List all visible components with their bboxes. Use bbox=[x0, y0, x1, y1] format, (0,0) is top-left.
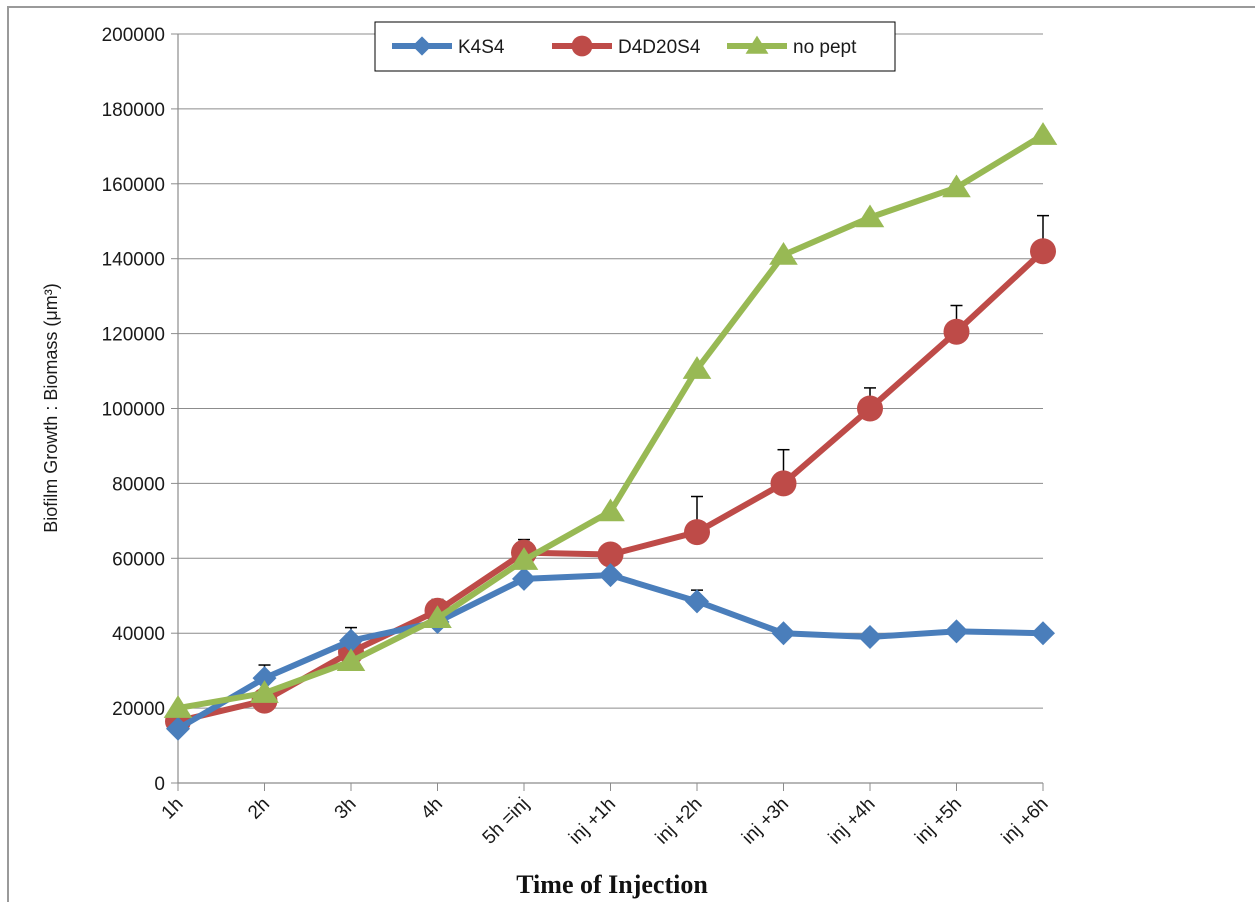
legend-label: K4S4 bbox=[458, 37, 505, 58]
data-point bbox=[858, 624, 882, 649]
data-point bbox=[412, 36, 432, 56]
data-point bbox=[769, 241, 798, 265]
data-point bbox=[163, 695, 193, 718]
data-point bbox=[339, 628, 363, 653]
data-point bbox=[771, 621, 796, 646]
data-point bbox=[942, 174, 971, 198]
data-point bbox=[770, 470, 797, 497]
x-axis-label: Time of Injection bbox=[516, 870, 708, 899]
x-axis: 1h 2h 3h 4h 5h =inj inj +1h inj +2h inj +3h inj … bbox=[158, 34, 1053, 849]
legend-label: D4D20S4 bbox=[618, 37, 701, 58]
data-point bbox=[745, 35, 769, 54]
x-tick-label: inj +4h bbox=[825, 794, 880, 849]
series-0 bbox=[166, 563, 1055, 741]
data-point bbox=[250, 680, 279, 703]
series-line bbox=[176, 572, 1044, 732]
data-point bbox=[509, 547, 539, 570]
y-tick-label: 140000 bbox=[102, 250, 165, 271]
data-point bbox=[571, 35, 593, 57]
data-point bbox=[857, 395, 883, 422]
y-tick-label: 120000 bbox=[102, 325, 165, 346]
y-tick-label: 160000 bbox=[102, 175, 165, 196]
data-point bbox=[512, 566, 536, 591]
x-tick-label: 4h bbox=[417, 794, 447, 824]
x-tick-label: 3h bbox=[331, 794, 361, 824]
y-axis-ticks: 0 20000 40000 60000 80000 100000 120000 140000 1… bbox=[102, 25, 178, 795]
data-point bbox=[685, 589, 709, 614]
data-point bbox=[596, 498, 625, 522]
data-point bbox=[336, 648, 366, 672]
data-point bbox=[684, 519, 710, 546]
data-point bbox=[1030, 238, 1056, 265]
series-line bbox=[177, 132, 1045, 712]
data-point bbox=[855, 204, 885, 228]
x-tick-label: 5h =inj bbox=[479, 794, 534, 849]
x-tick-label: inj +1h bbox=[565, 794, 620, 849]
data-point bbox=[943, 318, 970, 345]
y-tick-label: 60000 bbox=[112, 549, 165, 570]
series-2 bbox=[163, 122, 1058, 718]
legend: K4S4 D4D20S4 no pept bbox=[374, 21, 896, 72]
x-tick-label: inj +6h bbox=[998, 794, 1053, 849]
y-tick-label: 100000 bbox=[102, 400, 165, 421]
y-tick-label: 80000 bbox=[112, 474, 165, 495]
legend-label: no pept bbox=[793, 37, 857, 58]
data-point bbox=[944, 619, 969, 644]
series-1 bbox=[165, 214, 1056, 735]
data-point bbox=[597, 541, 624, 568]
y-tick-label: 40000 bbox=[112, 624, 165, 645]
data-point bbox=[252, 666, 277, 691]
y-axis-label: Biofilm Growth : Biomass (μm³) bbox=[41, 283, 61, 532]
data-point bbox=[166, 716, 190, 741]
y-tick-label: 200000 bbox=[102, 25, 165, 46]
data-point bbox=[423, 605, 452, 628]
x-tick-label: 1h bbox=[158, 794, 188, 824]
y-tick-label: 180000 bbox=[102, 100, 165, 121]
x-tick-label: 2h bbox=[244, 794, 274, 824]
legend-box bbox=[374, 21, 896, 72]
y-tick-label: 0 bbox=[154, 774, 165, 795]
data-point bbox=[1031, 621, 1055, 646]
y-tick-label: 20000 bbox=[112, 699, 165, 720]
data-point bbox=[598, 563, 623, 588]
data-point bbox=[1028, 122, 1058, 145]
x-tick-label: inj +3h bbox=[738, 794, 793, 849]
chart-frame bbox=[7, 6, 1255, 902]
series-layer bbox=[163, 122, 1058, 741]
x-tick-label: inj +2h bbox=[652, 794, 707, 849]
data-point bbox=[682, 356, 712, 379]
series-line bbox=[177, 249, 1046, 725]
x-tick-label: inj +5h bbox=[911, 794, 966, 849]
